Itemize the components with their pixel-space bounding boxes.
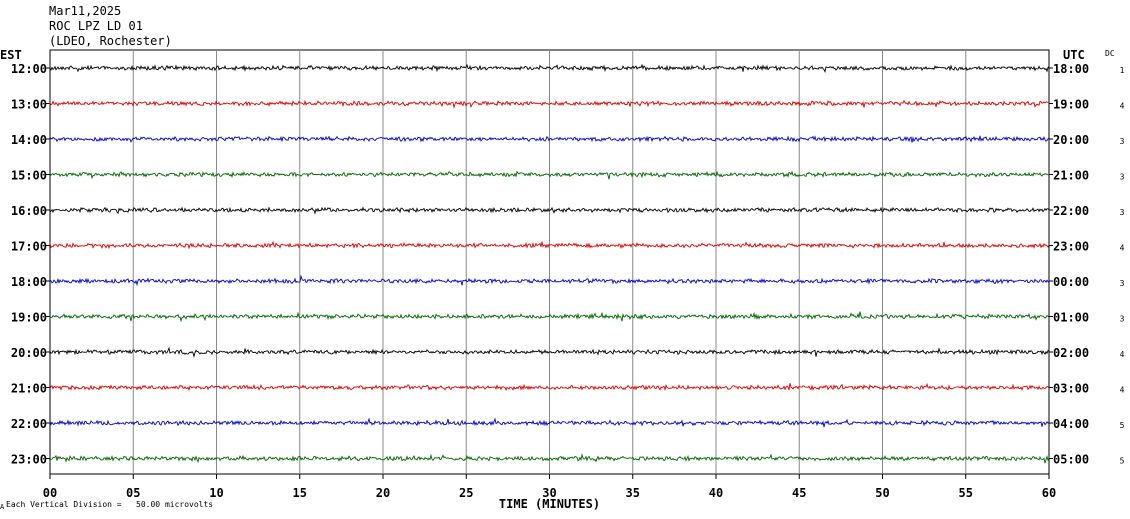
est-time-label: 12:00 [11, 62, 47, 76]
footer-mark: A [0, 503, 5, 511]
est-time-label: 22:00 [11, 417, 47, 431]
seismic-trace [49, 170, 1050, 180]
seismic-trace [49, 135, 1050, 143]
seismic-trace [49, 346, 1050, 359]
dc-value: 4 [1120, 386, 1125, 395]
x-tick-label: 60 [1042, 486, 1056, 500]
x-tick-label: 25 [459, 486, 473, 500]
est-time-label: 16:00 [11, 204, 47, 218]
x-tick-label: 15 [293, 486, 307, 500]
header-network: (LDEO, Rochester) [49, 34, 172, 48]
est-time-label: 15:00 [11, 169, 47, 183]
seismic-trace [49, 311, 1050, 323]
dc-value: 3 [1120, 279, 1125, 288]
seismic-trace [49, 240, 1050, 250]
seismic-trace [49, 274, 1050, 287]
dc-value: 4 [1120, 350, 1125, 359]
seismic-trace [49, 382, 1050, 392]
utc-time-label: 23:00 [1053, 240, 1089, 254]
est-time-label: 17:00 [11, 240, 47, 254]
dc-value: 4 [1120, 244, 1125, 253]
utc-time-label: 19:00 [1053, 98, 1089, 112]
utc-time-label: 05:00 [1053, 453, 1089, 467]
utc-time-label: 18:00 [1053, 62, 1089, 76]
utc-time-label: 04:00 [1053, 417, 1089, 431]
dc-value: 3 [1120, 173, 1125, 182]
seismic-trace [49, 99, 1050, 110]
x-tick-label: 50 [875, 486, 889, 500]
est-time-label: 21:00 [11, 382, 47, 396]
x-tick-label: 35 [626, 486, 640, 500]
dc-value: 5 [1120, 421, 1125, 430]
x-tick-label: 45 [792, 486, 806, 500]
footer-note: Each Vertical Division = 50.00 microvolt… [6, 500, 214, 509]
x-tick-label: 20 [376, 486, 390, 500]
utc-time-label: 22:00 [1053, 204, 1089, 218]
x-tick-label: 40 [709, 486, 723, 500]
seismic-trace [49, 206, 1050, 215]
est-label: EST [0, 48, 22, 62]
x-tick-label: 10 [209, 486, 223, 500]
est-time-label: 20:00 [11, 346, 47, 360]
seismic-trace [49, 417, 1050, 428]
dc-value: 5 [1120, 457, 1125, 466]
seismic-trace [49, 453, 1050, 464]
x-tick-label: 55 [959, 486, 973, 500]
est-time-label: 18:00 [11, 275, 47, 289]
utc-time-label: 01:00 [1053, 311, 1089, 325]
utc-time-label: 00:00 [1053, 275, 1089, 289]
dc-value: 1 [1120, 66, 1125, 75]
seismic-trace [49, 63, 1050, 74]
utc-time-label: 03:00 [1053, 382, 1089, 396]
dc-value: 3 [1120, 315, 1125, 324]
est-time-label: 23:00 [11, 453, 47, 467]
est-time-label: 19:00 [11, 311, 47, 325]
x-tick-label: 00 [43, 486, 57, 500]
header-station: ROC LPZ LD 01 [49, 19, 143, 33]
utc-time-label: 21:00 [1053, 169, 1089, 183]
header-date: Mar11,2025 [49, 4, 122, 18]
dc-value: 3 [1120, 208, 1125, 217]
dc-value: 3 [1120, 137, 1125, 146]
x-tick-label: 05 [126, 486, 140, 500]
est-time-label: 13:00 [11, 98, 47, 112]
x-axis-label: TIME (MINUTES) [499, 497, 600, 511]
x-tick-label: 30 [542, 486, 556, 500]
utc-label: UTC [1063, 48, 1085, 62]
est-time-label: 14:00 [11, 133, 47, 147]
dc-value: 4 [1120, 102, 1125, 111]
utc-time-label: 02:00 [1053, 346, 1089, 360]
dc-label: DC [1105, 49, 1115, 58]
utc-time-label: 20:00 [1053, 133, 1089, 147]
